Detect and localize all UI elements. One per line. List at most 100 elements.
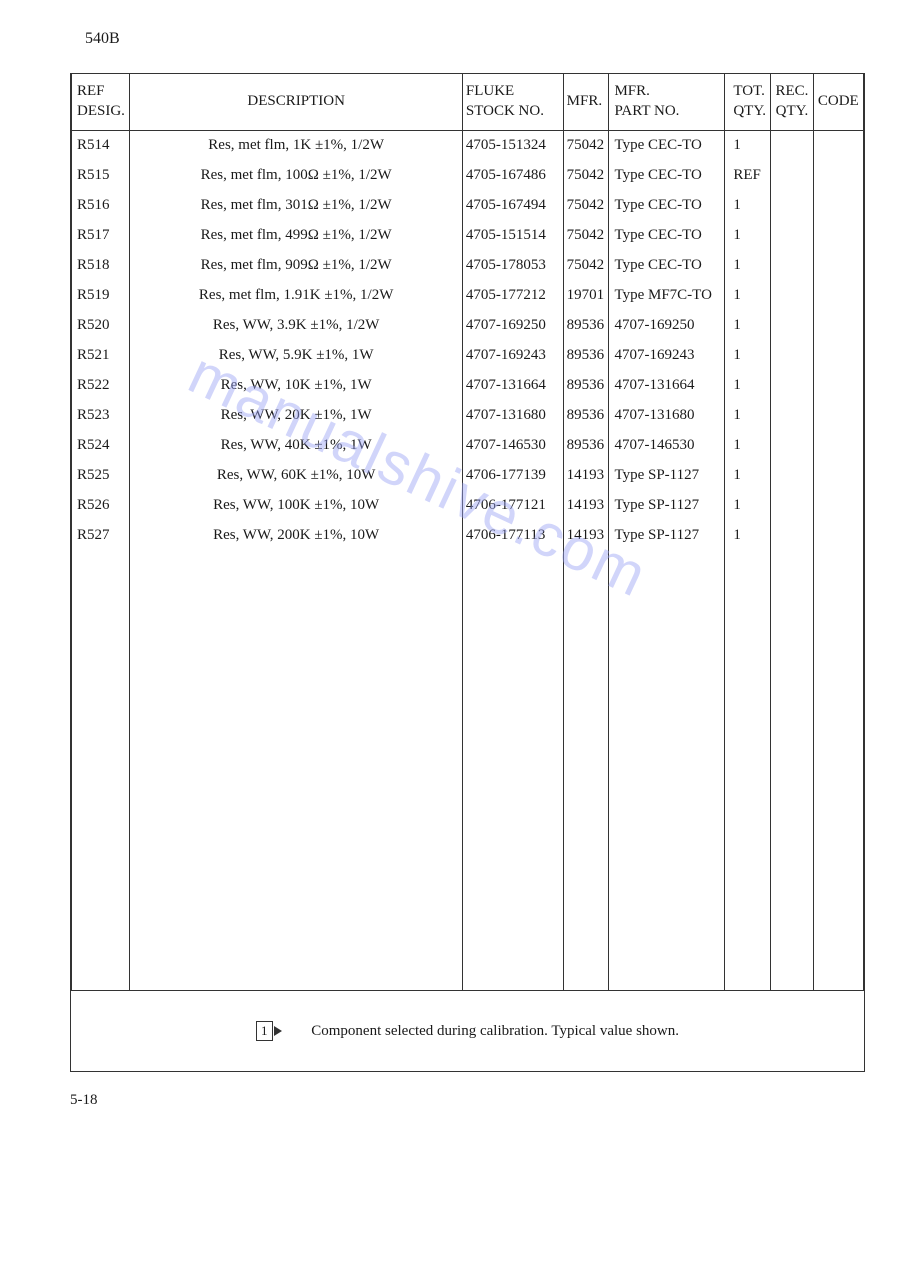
- cell-rec: [771, 400, 813, 430]
- cell-code: [813, 400, 863, 430]
- cell-rec: [771, 190, 813, 220]
- table-row: R516Res, met flm, 301Ω ±1%, 1/2W4705-167…: [72, 190, 864, 220]
- cell-desc: Res, WW, 200K ±1%, 10W: [130, 520, 462, 550]
- page-number: 5-18: [70, 1092, 868, 1109]
- cell-part: Type SP-1127: [609, 490, 725, 520]
- cell-stock: 4705-178053: [462, 250, 563, 280]
- cell-desc: Res, WW, 40K ±1%, 1W: [130, 430, 462, 460]
- cell-stock: 4706-177121: [462, 490, 563, 520]
- table-row: R520Res, WW, 3.9K ±1%, 1/2W4707-16925089…: [72, 310, 864, 340]
- table-header-row: REFDESIG.DESCRIPTIONFLUKESTOCK NO.MFR.MF…: [72, 74, 864, 130]
- cell-rec: [771, 520, 813, 550]
- cell-tot: REF: [725, 160, 771, 190]
- cell-ref: R518: [72, 250, 130, 280]
- cell-rec: [771, 280, 813, 310]
- cell-mfr: 14193: [563, 520, 609, 550]
- table-row: R517Res, met flm, 499Ω ±1%, 1/2W4705-151…: [72, 220, 864, 250]
- cell-stock: 4705-151324: [462, 130, 563, 160]
- cell-mfr: 75042: [563, 220, 609, 250]
- cell-mfr: 14193: [563, 460, 609, 490]
- cell-ref: R514: [72, 130, 130, 160]
- cell-tot: 1: [725, 250, 771, 280]
- cell-tot: 1: [725, 190, 771, 220]
- cell-tot: 1: [725, 340, 771, 370]
- cell-rec: [771, 340, 813, 370]
- cell-mfr: 75042: [563, 250, 609, 280]
- table-filler-row: [72, 550, 864, 990]
- cell-desc: Res, WW, 5.9K ±1%, 1W: [130, 340, 462, 370]
- table-row: R524Res, WW, 40K ±1%, 1W4707-14653089536…: [72, 430, 864, 460]
- cell-mfr: 89536: [563, 370, 609, 400]
- col-header-code: CODE: [813, 74, 863, 130]
- cell-code: [813, 340, 863, 370]
- cell-tot: 1: [725, 310, 771, 340]
- table-row: R514Res, met flm, 1K ±1%, 1/2W4705-15132…: [72, 130, 864, 160]
- cell-part: 4707-131680: [609, 400, 725, 430]
- cell-mfr: 19701: [563, 280, 609, 310]
- col-header-mfr: MFR.: [563, 74, 609, 130]
- cell-desc: Res, met flm, 499Ω ±1%, 1/2W: [130, 220, 462, 250]
- cell-code: [813, 460, 863, 490]
- cell-desc: Res, met flm, 301Ω ±1%, 1/2W: [130, 190, 462, 220]
- footnote-flag-icon: 1: [256, 1021, 273, 1041]
- cell-rec: [771, 460, 813, 490]
- cell-ref: R522: [72, 370, 130, 400]
- cell-code: [813, 250, 863, 280]
- cell-code: [813, 310, 863, 340]
- cell-stock: 4707-131680: [462, 400, 563, 430]
- cell-mfr: 14193: [563, 490, 609, 520]
- cell-tot: 1: [725, 370, 771, 400]
- parts-table-container: REFDESIG.DESCRIPTIONFLUKESTOCK NO.MFR.MF…: [70, 73, 865, 1072]
- cell-code: [813, 160, 863, 190]
- cell-stock: 4707-169250: [462, 310, 563, 340]
- table-body: R514Res, met flm, 1K ±1%, 1/2W4705-15132…: [72, 130, 864, 550]
- cell-code: [813, 370, 863, 400]
- cell-part: Type SP-1127: [609, 460, 725, 490]
- cell-desc: Res, WW, 100K ±1%, 10W: [130, 490, 462, 520]
- cell-stock: 4707-131664: [462, 370, 563, 400]
- cell-stock: 4705-151514: [462, 220, 563, 250]
- cell-desc: Res, WW, 20K ±1%, 1W: [130, 400, 462, 430]
- table-row: R525Res, WW, 60K ±1%, 10W4706-1771391419…: [72, 460, 864, 490]
- cell-part: 4707-131664: [609, 370, 725, 400]
- cell-ref: R521: [72, 340, 130, 370]
- cell-stock: 4707-146530: [462, 430, 563, 460]
- cell-ref: R517: [72, 220, 130, 250]
- cell-stock: 4705-177212: [462, 280, 563, 310]
- cell-desc: Res, WW, 3.9K ±1%, 1/2W: [130, 310, 462, 340]
- cell-part: Type MF7C-TO: [609, 280, 725, 310]
- table-row: R523Res, WW, 20K ±1%, 1W4707-13168089536…: [72, 400, 864, 430]
- cell-part: Type CEC-TO: [609, 130, 725, 160]
- cell-rec: [771, 370, 813, 400]
- cell-rec: [771, 160, 813, 190]
- cell-tot: 1: [725, 520, 771, 550]
- cell-ref: R523: [72, 400, 130, 430]
- table-row: R515Res, met flm, 100Ω ±1%, 1/2W4705-167…: [72, 160, 864, 190]
- cell-ref: R525: [72, 460, 130, 490]
- table-row: R522Res, WW, 10K ±1%, 1W4707-13166489536…: [72, 370, 864, 400]
- cell-ref: R526: [72, 490, 130, 520]
- cell-part: 4707-169243: [609, 340, 725, 370]
- table-row: R518Res, met flm, 909Ω ±1%, 1/2W4705-178…: [72, 250, 864, 280]
- footnote-text: Component selected during calibration. T…: [311, 1023, 679, 1039]
- cell-rec: [771, 430, 813, 460]
- cell-rec: [771, 130, 813, 160]
- cell-code: [813, 430, 863, 460]
- cell-mfr: 89536: [563, 340, 609, 370]
- cell-stock: 4707-169243: [462, 340, 563, 370]
- cell-desc: Res, met flm, 1K ±1%, 1/2W: [130, 130, 462, 160]
- cell-part: 4707-169250: [609, 310, 725, 340]
- cell-rec: [771, 490, 813, 520]
- cell-ref: R519: [72, 280, 130, 310]
- cell-code: [813, 490, 863, 520]
- cell-tot: 1: [725, 130, 771, 160]
- col-header-desc: DESCRIPTION: [130, 74, 462, 130]
- cell-code: [813, 130, 863, 160]
- cell-code: [813, 280, 863, 310]
- cell-ref: R516: [72, 190, 130, 220]
- cell-mfr: 75042: [563, 130, 609, 160]
- table-row: R527Res, WW, 200K ±1%, 10W4706-177113141…: [72, 520, 864, 550]
- parts-table: REFDESIG.DESCRIPTIONFLUKESTOCK NO.MFR.MF…: [71, 74, 864, 1071]
- cell-ref: R515: [72, 160, 130, 190]
- cell-desc: Res, WW, 60K ±1%, 10W: [130, 460, 462, 490]
